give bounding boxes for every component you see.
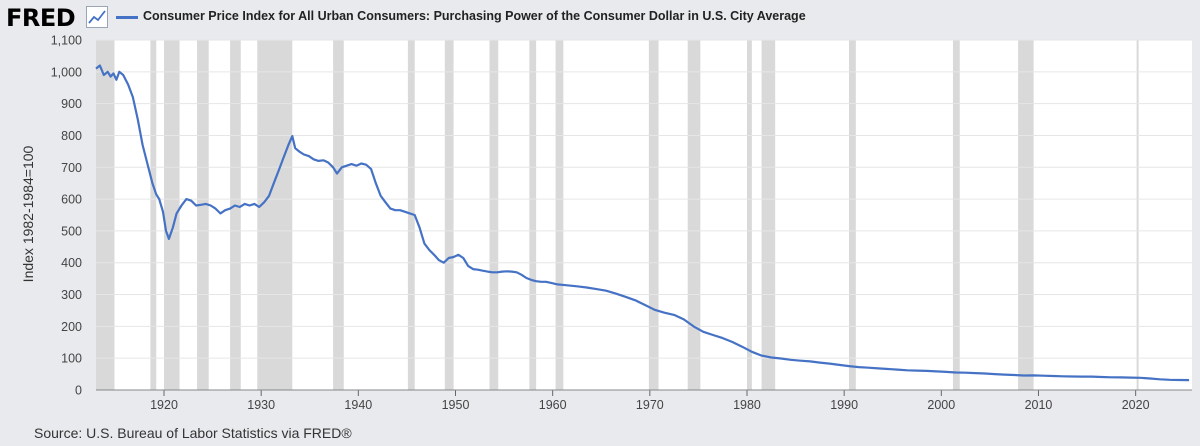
source-note: Source: U.S. Bureau of Labor Statistics … [34, 425, 352, 441]
recession-shading [96, 40, 1139, 390]
fred-logo[interactable]: FRED [6, 4, 76, 32]
recession-band [761, 40, 776, 390]
y-axis-label: Index 1982-1984=100 [20, 145, 36, 282]
recession-band [96, 40, 115, 390]
y-tick-label: 300 [61, 288, 82, 302]
x-tick-label: 1970 [636, 398, 664, 412]
y-tick-label: 400 [61, 256, 82, 270]
y-tick-label: 900 [61, 97, 82, 111]
x-tick-label: 2010 [1025, 398, 1053, 412]
series-line [95, 64, 1190, 382]
y-tick-label: 1,000 [51, 65, 82, 79]
recession-band [333, 40, 344, 390]
x-tick-label: 2000 [927, 398, 955, 412]
y-tick-label: 500 [61, 224, 82, 238]
trend-line-icon[interactable] [86, 6, 108, 28]
recession-band [197, 40, 209, 390]
recession-band [150, 40, 157, 390]
legend-swatch [116, 16, 138, 19]
recession-band [1136, 40, 1139, 390]
recession-band [687, 40, 701, 390]
y-tick-label: 600 [61, 193, 82, 207]
recession-band [230, 40, 241, 390]
recession-band [648, 40, 659, 390]
x-axis-ticks: 1920 1930 1940 1950 1960 1970 1980 1990 2000 2010… [96, 389, 1192, 412]
recession-band [164, 40, 180, 390]
x-tick-label: 1960 [539, 398, 567, 412]
y-tick-label: 800 [61, 129, 82, 143]
y-tick-label: 1,100 [51, 34, 82, 48]
x-tick-label: 1980 [733, 398, 761, 412]
y-tick-label: 700 [61, 161, 82, 175]
recession-band [529, 40, 537, 390]
recession-band [257, 40, 293, 390]
x-tick-label: 1940 [344, 398, 372, 412]
recession-band [849, 40, 856, 390]
recession-band [746, 40, 752, 390]
y-tick-label: 100 [61, 352, 82, 366]
x-tick-label: 1920 [150, 398, 178, 412]
recession-band [1018, 40, 1034, 390]
legend-label: Consumer Price Index for All Urban Consu… [143, 9, 806, 23]
chart-header: FRED Consumer Price Index for All Urban … [0, 0, 1200, 36]
y-axis-ticks: 0 100 200 300 400 500 600 700 800 900 1,000 1,100 [51, 34, 82, 398]
x-tick-label: 1950 [442, 398, 470, 412]
recession-band [489, 40, 499, 390]
y-tick-label: 0 [75, 384, 82, 398]
recession-band [444, 40, 454, 390]
x-tick-label: 1990 [830, 398, 858, 412]
x-tick-label: 1930 [247, 398, 275, 412]
recession-band [555, 40, 564, 390]
x-tick-label: 2020 [1122, 398, 1150, 412]
y-tick-label: 200 [61, 320, 82, 334]
recession-band [952, 40, 960, 390]
